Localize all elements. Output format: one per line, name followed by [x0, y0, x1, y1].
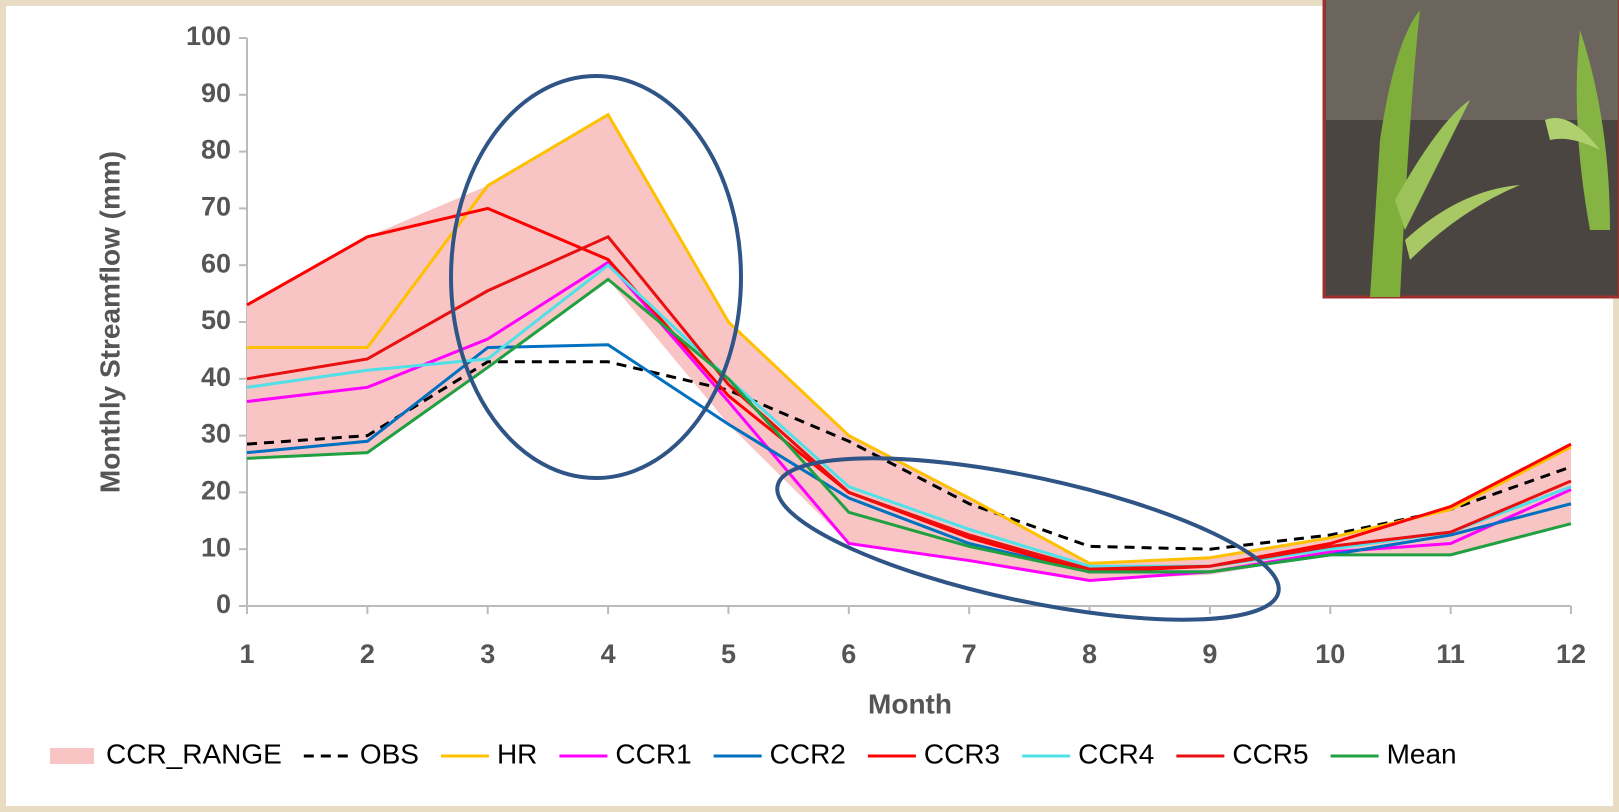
y-tick-label: 50: [201, 305, 231, 335]
x-tick-label: 11: [1436, 639, 1465, 669]
y-tick-label: 100: [186, 21, 231, 51]
series-line: [246, 234, 1572, 571]
highlight-ellipse: [449, 74, 743, 480]
legend-label: Mean: [1387, 738, 1457, 769]
legend-label: CCR4: [1078, 738, 1154, 769]
x-tick-label: 3: [480, 639, 495, 669]
legend-label: CCR2: [770, 738, 846, 769]
x-tick-label: 4: [601, 639, 616, 669]
legend-label: HR: [497, 738, 537, 769]
legend-label: CCR5: [1232, 738, 1308, 769]
y-tick-label: 0: [216, 589, 231, 619]
legend-label: CCR3: [924, 738, 1000, 769]
x-tick-label: 12: [1556, 639, 1586, 669]
range-band: [247, 114, 1571, 581]
x-tick-label: 2: [360, 639, 375, 669]
x-tick-label: 5: [721, 639, 736, 669]
series-line: [246, 263, 1572, 568]
y-tick-label: 90: [201, 78, 231, 108]
y-tick-label: 80: [201, 135, 231, 165]
y-tick-label: 60: [201, 248, 231, 278]
photo: [1322, 0, 1619, 299]
y-tick-label: 20: [201, 476, 231, 506]
series-line: [246, 277, 1572, 574]
x-tick-label: 6: [841, 639, 856, 669]
series-line: [246, 343, 1572, 574]
y-tick-label: 30: [201, 419, 231, 449]
legend-swatch: [50, 748, 94, 764]
x-tick-label: 1: [239, 639, 254, 669]
x-axis-title: Month: [868, 688, 952, 719]
y-tick-label: 10: [201, 532, 231, 562]
y-axis-title: Monthly Streamflow (mm): [94, 151, 125, 493]
legend-label: CCR_RANGE: [106, 738, 282, 769]
x-tick-label: 7: [962, 639, 977, 669]
legend: CCR_RANGE OBS HR CCR1 CCR2 CCR3 CCR4 CCR5 Mean: [50, 738, 1457, 769]
x-tick-label: 9: [1202, 639, 1217, 669]
legend-label: CCR1: [615, 738, 691, 769]
y-tick-label: 70: [201, 192, 231, 222]
y-tick-label: 40: [201, 362, 231, 392]
x-tick-label: 10: [1315, 639, 1345, 669]
highlight-ellipse: [775, 456, 1281, 622]
legend-label: OBS: [360, 738, 419, 769]
x-tick-label: 8: [1082, 639, 1097, 669]
